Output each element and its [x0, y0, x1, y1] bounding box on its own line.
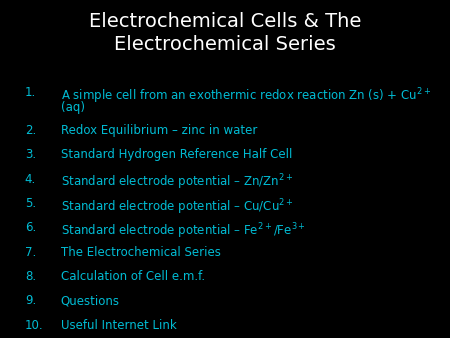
- Text: 10.: 10.: [25, 319, 43, 332]
- Text: 9.: 9.: [25, 294, 36, 307]
- Text: Calculation of Cell e.m.f.: Calculation of Cell e.m.f.: [61, 270, 205, 283]
- Text: Useful Internet Link: Useful Internet Link: [61, 319, 176, 332]
- Text: The Electrochemical Series: The Electrochemical Series: [61, 246, 220, 259]
- Text: Electrochemical Cells & The
Electrochemical Series: Electrochemical Cells & The Electrochemi…: [89, 12, 361, 54]
- Text: A simple cell from an exothermic redox reaction Zn (s) + Cu$^{2+}$: A simple cell from an exothermic redox r…: [61, 86, 431, 106]
- Text: 8.: 8.: [25, 270, 36, 283]
- Text: Standard Hydrogen Reference Half Cell: Standard Hydrogen Reference Half Cell: [61, 148, 292, 161]
- Text: 3.: 3.: [25, 148, 36, 161]
- Text: 6.: 6.: [25, 221, 36, 234]
- Text: Questions: Questions: [61, 294, 120, 307]
- Text: Redox Equilibrium – zinc in water: Redox Equilibrium – zinc in water: [61, 124, 257, 137]
- Text: Standard electrode potential – Fe$^{2+}$/Fe$^{3+}$: Standard electrode potential – Fe$^{2+}$…: [61, 221, 306, 241]
- Text: Standard electrode potential – Zn/Zn$^{2+}$: Standard electrode potential – Zn/Zn$^{2…: [61, 173, 293, 192]
- Text: 2.: 2.: [25, 124, 36, 137]
- Text: 7.: 7.: [25, 246, 36, 259]
- Text: Standard electrode potential – Cu/Cu$^{2+}$: Standard electrode potential – Cu/Cu$^{2…: [61, 197, 293, 217]
- Text: (aq): (aq): [61, 101, 85, 114]
- Text: 5.: 5.: [25, 197, 36, 210]
- Text: 1.: 1.: [25, 86, 36, 99]
- Text: 4.: 4.: [25, 173, 36, 186]
